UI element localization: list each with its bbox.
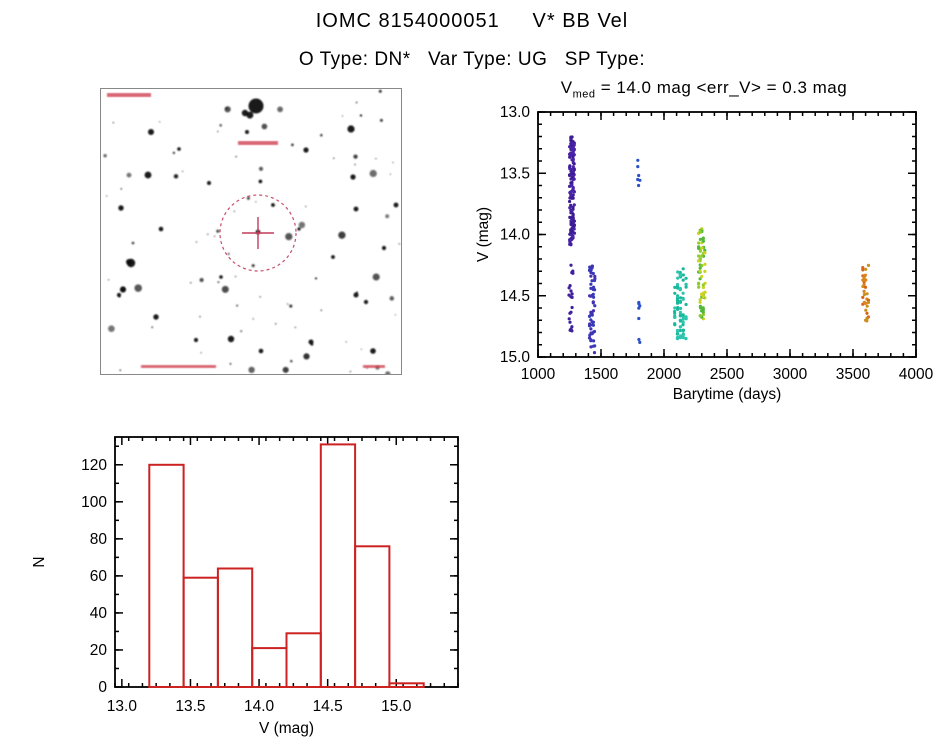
svg-text:V (mag): V (mag) xyxy=(475,207,492,262)
star-field-image xyxy=(101,89,401,374)
svg-text:1500: 1500 xyxy=(584,366,619,383)
svg-text:N: N xyxy=(31,556,48,567)
target-marker xyxy=(219,194,297,272)
histogram-plot: 13.0 13.5 14.0 14.5 15.0 0 20 40 60 80 100 120 V (ma… xyxy=(31,436,459,737)
scatter-points-epoch-4 xyxy=(673,267,688,341)
svg-text:14.5: 14.5 xyxy=(500,288,530,305)
svg-text:V (mag): V (mag) xyxy=(259,720,314,737)
svg-text:60: 60 xyxy=(90,568,108,585)
histogram-panel: 13.0 13.5 14.0 14.5 15.0 0 20 40 60 80 100 120 V (ma… xyxy=(30,425,470,747)
svg-text:13.0: 13.0 xyxy=(500,104,531,121)
lightcurve-plot: 1000 1500 2000 2500 3000 3500 4000 13.0 13.5 14.0… xyxy=(475,104,934,403)
lightcurve-title-v: V xyxy=(560,78,573,97)
svg-text:0: 0 xyxy=(98,679,107,696)
lightcurve-title-sub: med xyxy=(572,88,596,101)
svg-text:15.0: 15.0 xyxy=(381,698,412,715)
svg-text:20: 20 xyxy=(90,642,108,659)
annotation-marks xyxy=(107,93,385,368)
axes xyxy=(537,111,917,358)
svg-text:100: 100 xyxy=(81,494,107,511)
lightcurve-title-rest: = 14.0 mag <err_V> = 0.3 mag xyxy=(595,78,848,97)
svg-text:2000: 2000 xyxy=(647,366,682,383)
scatter-points-epoch-3-bright xyxy=(636,158,642,188)
tick-marks xyxy=(537,111,917,358)
svg-text:4000: 4000 xyxy=(899,366,934,383)
svg-text:1000: 1000 xyxy=(521,366,556,383)
scatter-points-epoch-6 xyxy=(861,263,871,323)
svg-text:80: 80 xyxy=(90,531,108,548)
tick-marks xyxy=(114,437,459,688)
lightcurve-title: Vmed = 14.0 mag <err_V> = 0.3 mag xyxy=(474,78,934,102)
lightcurve-panel: Vmed = 14.0 mag <err_V> = 0.3 mag 1000 15… xyxy=(474,78,934,427)
scatter-points-epoch-5 xyxy=(696,227,707,321)
scatter-points-epoch-1-quiescence xyxy=(567,263,575,333)
page-title: IOMC 8154000051 V* BB Vel xyxy=(315,10,629,32)
axis-titles: V (mag) N xyxy=(31,556,314,737)
scatter-points-epoch-2 xyxy=(587,264,597,355)
svg-text:Barytime (days): Barytime (days) xyxy=(673,386,782,403)
svg-text:3500: 3500 xyxy=(836,366,871,383)
svg-text:15.0: 15.0 xyxy=(500,349,531,366)
tick-labels: 13.0 13.5 14.0 14.5 15.0 0 20 40 60 80 100 120 xyxy=(81,457,412,715)
histogram-bars xyxy=(148,443,425,689)
svg-text:14.0: 14.0 xyxy=(500,227,531,244)
svg-text:13.0: 13.0 xyxy=(107,698,138,715)
svg-text:13.5: 13.5 xyxy=(175,698,205,715)
page-subtitle: O Type: DN* Var Type: UG SP Type: xyxy=(298,49,646,70)
svg-text:13.5: 13.5 xyxy=(500,165,530,182)
svg-text:40: 40 xyxy=(90,605,108,622)
svg-text:120: 120 xyxy=(81,457,107,474)
svg-text:2500: 2500 xyxy=(710,366,745,383)
axis-titles: Barytime (days) V (mag) xyxy=(475,207,781,403)
tick-labels: 1000 1500 2000 2500 3000 3500 4000 13.0 13.5 14.0… xyxy=(500,104,934,383)
svg-text:14.5: 14.5 xyxy=(313,698,343,715)
svg-text:3000: 3000 xyxy=(773,366,808,383)
svg-text:14.0: 14.0 xyxy=(244,698,275,715)
stars-layer xyxy=(103,89,401,374)
finder-chart-panel xyxy=(100,88,402,375)
scatter-points-epoch-1-outburst-streak xyxy=(568,135,577,247)
scatter-points-epoch-3-faint xyxy=(637,300,642,344)
